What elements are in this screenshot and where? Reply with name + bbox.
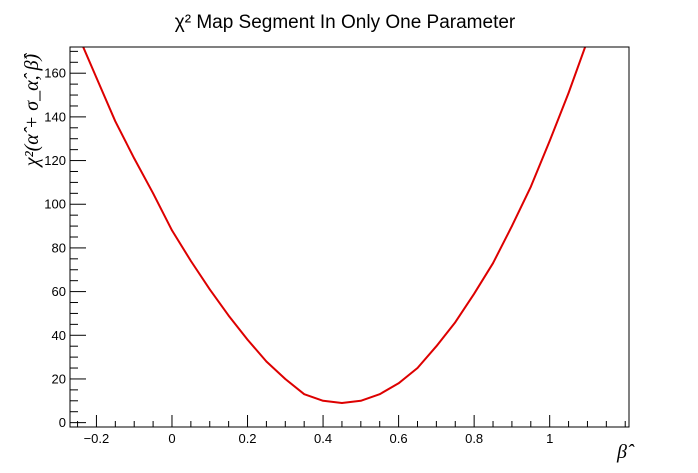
data-point xyxy=(322,399,324,402)
chart-title: χ² Map Segment In Only One Parameter xyxy=(175,12,516,33)
series-layer xyxy=(81,40,589,404)
x-tick-label: 0.2 xyxy=(238,431,256,446)
data-point xyxy=(416,367,419,369)
x-axis-label: β̂ xyxy=(616,441,635,463)
data-point xyxy=(208,288,211,291)
data-point xyxy=(397,382,400,385)
data-point xyxy=(171,229,173,232)
y-tick-label: 20 xyxy=(52,371,66,386)
data-point xyxy=(190,260,192,262)
x-tick-label: 1 xyxy=(546,431,553,446)
y-axis-label: χ²(α̂ + σ_α̂, β̂) xyxy=(21,52,43,168)
data-point xyxy=(492,262,494,265)
data-point xyxy=(454,321,457,323)
data-point xyxy=(529,185,532,188)
y-tick-label: 140 xyxy=(44,109,66,124)
y-tick-label: 160 xyxy=(44,66,66,81)
x-tick-label: 0.4 xyxy=(314,431,332,446)
x-tick-label: −0.2 xyxy=(84,431,110,446)
x-tick-label: 0 xyxy=(168,431,175,446)
data-point xyxy=(303,393,305,396)
data-point xyxy=(284,378,287,380)
series-line xyxy=(82,47,587,404)
y-tick-label: 0 xyxy=(59,415,66,430)
data-point xyxy=(152,192,154,195)
x-tick-label: 0.8 xyxy=(465,431,483,446)
plot-frame xyxy=(69,46,630,428)
data-point xyxy=(378,393,381,396)
data-point xyxy=(548,140,551,142)
data-point xyxy=(511,225,513,227)
data-point xyxy=(246,338,249,341)
y-tick-label: 120 xyxy=(44,153,66,168)
data-point xyxy=(265,360,268,363)
y-axis-ticks: 0 20 40 60 80 100 120 140 160 xyxy=(44,50,86,430)
data-point xyxy=(114,120,117,123)
y-tick-label: 60 xyxy=(52,284,66,299)
x-tick-label: 0.6 xyxy=(390,431,408,446)
data-point xyxy=(435,345,438,347)
data-point xyxy=(227,314,230,317)
data-point xyxy=(81,42,83,44)
data-point xyxy=(587,40,589,42)
y-tick-label: 100 xyxy=(44,197,66,212)
y-tick-label: 80 xyxy=(52,240,66,255)
data-point xyxy=(473,292,475,295)
x-axis-ticks: −0.2 0 0.2 0.4 0.6 0.8 1 xyxy=(77,415,626,446)
data-point xyxy=(341,402,343,404)
data-point xyxy=(133,157,136,160)
data-point xyxy=(567,92,570,94)
data-point xyxy=(95,76,98,79)
data-point xyxy=(360,399,362,402)
y-tick-label: 40 xyxy=(52,328,66,343)
